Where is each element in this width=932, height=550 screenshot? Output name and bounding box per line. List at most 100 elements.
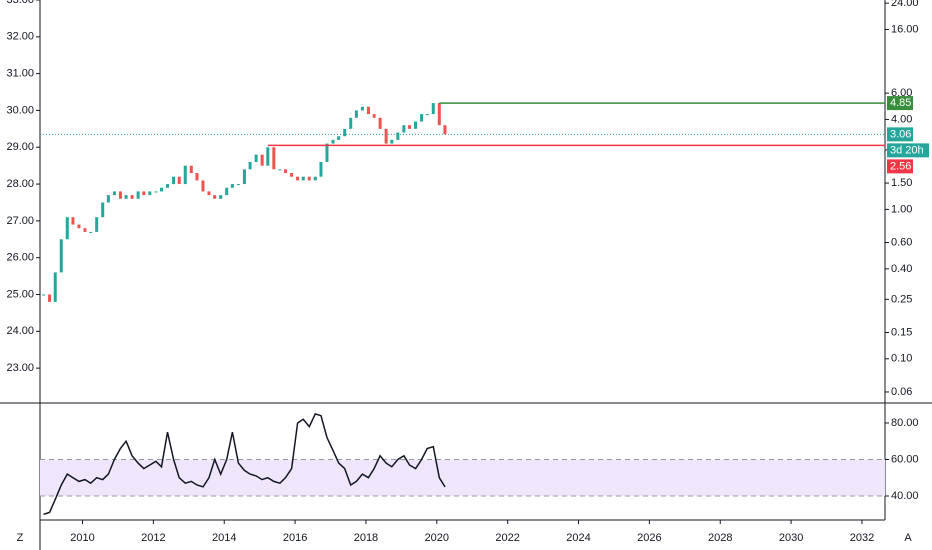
y2-tick-label: 4.00	[891, 113, 912, 125]
z-button[interactable]: Z	[17, 532, 24, 544]
candle	[402, 125, 406, 133]
candle	[414, 121, 418, 129]
candle	[101, 202, 105, 218]
price-label-box	[887, 159, 913, 174]
y2-tick-label: 0.06	[891, 386, 912, 398]
y2-tick-label: 0.15	[891, 326, 912, 338]
candle	[319, 161, 323, 177]
y-tick-label: 33.00	[6, 0, 34, 6]
candle	[331, 139, 335, 144]
candle	[437, 103, 441, 126]
x-tick-label: 2014	[212, 532, 236, 544]
y2-tick-label: 1.00	[891, 203, 912, 215]
candle	[290, 173, 294, 177]
price-label: 2.56	[890, 160, 911, 172]
candle	[207, 191, 211, 196]
candle	[124, 195, 128, 199]
rsi-band	[40, 459, 885, 496]
candle	[236, 184, 240, 186]
y2-tick-label: 0.60	[891, 236, 912, 248]
candle	[408, 125, 412, 129]
rsi-line	[43, 412, 446, 516]
candle	[337, 136, 341, 140]
candle	[420, 114, 424, 122]
candle	[77, 224, 81, 229]
candle	[230, 184, 234, 188]
candle	[242, 169, 246, 185]
candle	[201, 180, 205, 192]
y2-tick-label: 1.50	[891, 177, 912, 189]
candle	[118, 191, 122, 199]
x-tick-label: 2028	[708, 532, 732, 544]
candle	[195, 173, 199, 181]
candle	[272, 147, 276, 170]
candle	[390, 139, 394, 144]
candle	[142, 191, 146, 196]
candle	[260, 154, 264, 166]
a-button[interactable]: A	[904, 532, 912, 544]
x-tick-label: 2026	[637, 532, 661, 544]
y-tick-label: 26.00	[6, 252, 34, 264]
y2-tick-label: 16.00	[891, 23, 919, 35]
countdown: 3d 20h	[890, 144, 924, 156]
candle	[372, 114, 376, 118]
candle	[443, 125, 447, 135]
candle	[425, 114, 429, 116]
candle	[266, 147, 270, 166]
candle	[106, 195, 110, 203]
x-tick-label: 2010	[70, 532, 94, 544]
candle	[95, 217, 99, 232]
candle	[189, 165, 193, 174]
candle	[378, 117, 382, 129]
y-tick-label: 25.00	[6, 288, 34, 300]
candle	[360, 106, 364, 111]
candle	[136, 191, 140, 199]
x-tick-label: 2016	[283, 532, 307, 544]
price-label: 4.85	[890, 97, 911, 109]
y-tick-label: 24.00	[6, 325, 34, 337]
candle	[225, 187, 229, 196]
candle	[112, 191, 116, 196]
candle	[354, 110, 358, 118]
candle	[366, 106, 370, 115]
candle	[248, 161, 252, 170]
x-tick-label: 2030	[779, 532, 803, 544]
candle	[166, 184, 170, 188]
candle	[65, 217, 69, 240]
candle	[384, 128, 388, 144]
x-tick-label: 2024	[566, 532, 590, 544]
countdown-box	[887, 143, 929, 158]
candle	[349, 117, 353, 129]
candle	[83, 228, 87, 232]
candle	[325, 143, 329, 162]
candle	[89, 231, 93, 233]
y-tick-label: 28.00	[6, 178, 34, 190]
y-tick-label: 30.00	[6, 104, 34, 116]
candle	[53, 272, 57, 302]
y-tick-label: 32.00	[6, 31, 34, 43]
candle	[396, 132, 400, 140]
y2-tick-label: 24.00	[891, 0, 919, 9]
candle	[48, 294, 52, 302]
y2-tick-label: 6.00	[891, 87, 912, 99]
candle	[254, 154, 258, 162]
candle	[343, 128, 347, 137]
price-label-box	[887, 127, 913, 142]
candle	[130, 195, 134, 199]
price-label: 3.06	[890, 128, 911, 140]
y2-tick-label: 0.10	[891, 353, 912, 365]
candle	[42, 294, 46, 296]
x-tick-label: 2020	[425, 532, 449, 544]
candle	[284, 169, 288, 174]
candle	[278, 169, 282, 171]
y-tick-label: 29.00	[6, 141, 34, 153]
y-tick-label: 23.00	[6, 362, 34, 374]
candle	[431, 103, 435, 115]
candle	[148, 191, 152, 196]
candle	[177, 176, 181, 185]
y-tick-label: 40.00	[891, 490, 919, 502]
y2-tick-label: 0.25	[891, 293, 912, 305]
x-tick-label: 2018	[354, 532, 378, 544]
